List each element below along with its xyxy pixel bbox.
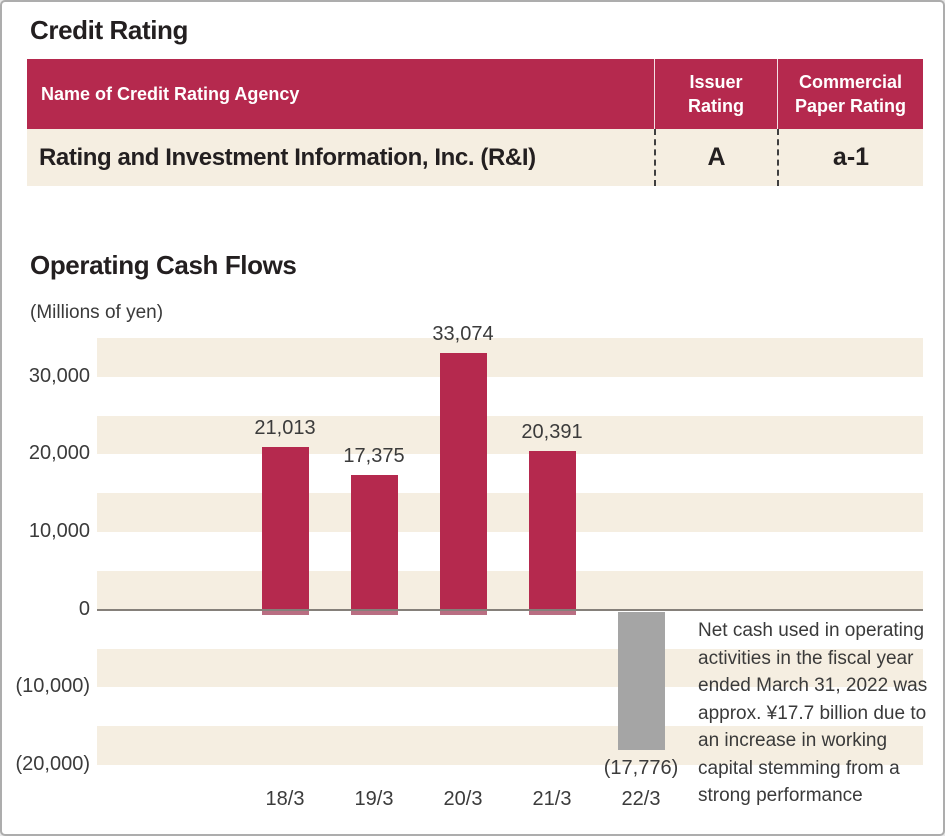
credit-rating-table-header: Name of Credit Rating Agency Issuer Rati…: [27, 59, 923, 129]
header-issuer-rating-column: Issuer Rating: [654, 59, 777, 129]
chart-stripe-band: [97, 338, 923, 377]
x-axis-tick-label: 19/3: [354, 788, 394, 810]
chart-annotation: Net cash used in operating activities in…: [698, 620, 928, 806]
x-axis-tick-label: 18/3: [265, 788, 305, 810]
header-agency-column: Name of Credit Rating Agency: [41, 83, 300, 104]
y-axis-tick-label: (10,000): [15, 675, 91, 698]
bar-22-3: [617, 611, 665, 750]
y-axis-tick-label: 30,000: [28, 364, 90, 387]
bar-19-3-under-axis: [350, 609, 398, 615]
chart-stripe-band: [97, 726, 923, 765]
header-commercial-paper-column: Commercial Paper Rating: [777, 59, 923, 129]
bar-21-3-under-axis: [528, 609, 576, 615]
chart-stripe-band: [97, 493, 923, 533]
bar-18-3: [261, 446, 309, 610]
bar-18-3-under-axis: [261, 609, 309, 615]
issuer-rating-cell: A: [654, 129, 777, 186]
x-axis-tick-label: 22/3: [621, 788, 661, 810]
bar-value-label: 20,391: [521, 421, 583, 444]
x-axis-tick-label: 20/3: [443, 788, 483, 810]
chart-stripe-band: [97, 415, 923, 455]
bar-value-label: (17,776): [603, 756, 679, 779]
credit-rating-title: Credit Rating: [30, 15, 189, 45]
y-axis-tick-label: 0: [78, 597, 90, 620]
chart-stripe-band: [97, 570, 923, 610]
credit-rating-table-row: Rating and Investment Information, Inc. …: [27, 129, 923, 186]
y-axis-tick-label: 20,000: [28, 442, 90, 465]
chart-unit-label: (Millions of yen): [30, 302, 164, 323]
bar-value-label: 21,013: [254, 416, 316, 439]
commercial-paper-rating-cell: a-1: [777, 129, 923, 186]
bar-20-3: [439, 352, 487, 610]
bar-value-label: 33,074: [432, 322, 494, 345]
agency-name-cell: Rating and Investment Information, Inc. …: [39, 143, 536, 171]
x-axis-tick-label: 21/3: [532, 788, 572, 810]
bar-value-label: 17,375: [343, 444, 405, 467]
credit-rating-table: Name of Credit Rating Agency Issuer Rati…: [27, 59, 923, 186]
y-axis-tick-label: (20,000): [15, 753, 91, 775]
operating-cash-flows-title: Operating Cash Flows: [30, 250, 297, 280]
zero-axis-line: [97, 608, 923, 611]
y-axis-tick-label: 10,000: [28, 520, 90, 543]
bar-20-3-under-axis: [439, 609, 487, 615]
bar-21-3: [528, 451, 576, 610]
bar-19-3: [350, 474, 398, 610]
chart-stripe-band: [97, 648, 923, 688]
